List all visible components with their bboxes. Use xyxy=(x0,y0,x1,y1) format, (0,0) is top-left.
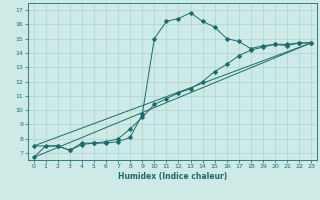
X-axis label: Humidex (Indice chaleur): Humidex (Indice chaleur) xyxy=(118,172,227,181)
